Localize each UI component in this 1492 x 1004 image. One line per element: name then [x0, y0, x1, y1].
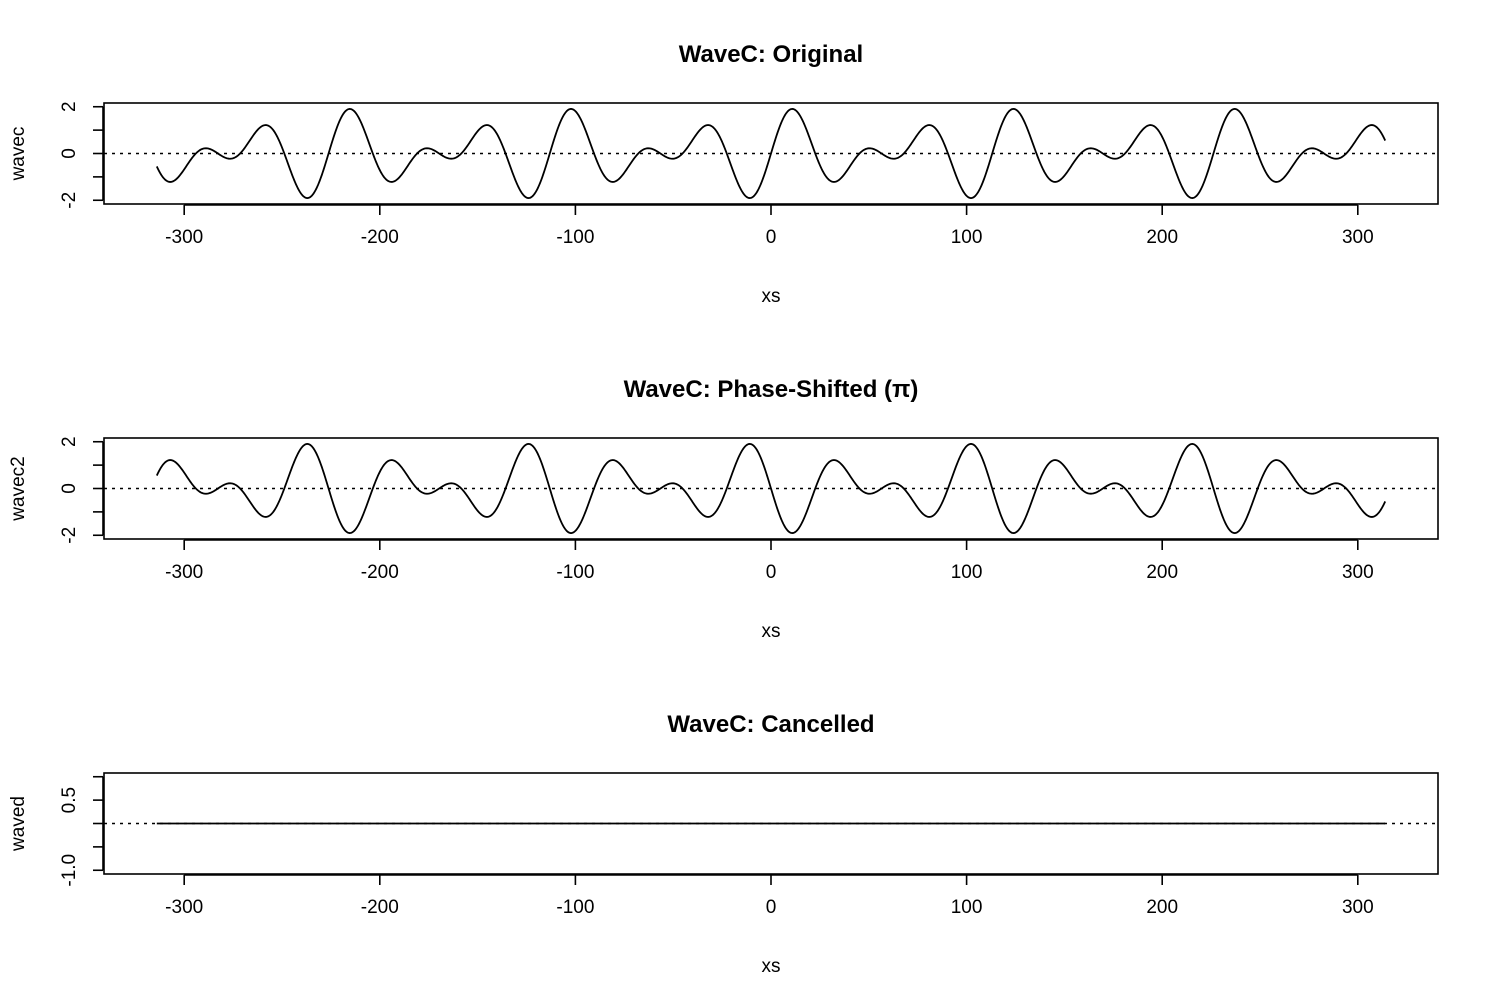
x-tick-label: -100: [556, 562, 594, 583]
y-tick-label: 0: [59, 483, 80, 494]
y-tick-label: 2: [59, 436, 80, 447]
chart-panel-3: WaveC: Cancelled -300 -200 -100 0 100 200 300 -1…: [8, 711, 1439, 977]
y-tick-label: 2: [59, 101, 80, 112]
x-tick-label: -100: [556, 897, 594, 918]
y-tick-label: 0: [59, 148, 80, 159]
y-axis-label: waved: [8, 796, 29, 852]
x-tick-label: 100: [951, 227, 983, 248]
series-line: [155, 108, 1387, 199]
y-tick-label: -2: [59, 192, 80, 209]
x-tick-label: 200: [1146, 897, 1178, 918]
x-tick-label: 300: [1342, 227, 1374, 248]
x-tick-label: 0: [766, 897, 777, 918]
x-tick-label: 0: [766, 562, 777, 583]
x-tick-label: 0: [766, 227, 777, 248]
x-tick-label: 100: [951, 562, 983, 583]
chart-title: WaveC: Original: [679, 41, 863, 68]
x-tick-label: -100: [556, 227, 594, 248]
x-tick-label: -200: [361, 227, 399, 248]
x-tick-label: -200: [361, 897, 399, 918]
x-tick-label: 100: [951, 897, 983, 918]
x-axis-label: xs: [762, 286, 781, 307]
y-tick-label: -1.0: [59, 854, 80, 887]
chart-panel-2: WaveC: Phase-Shifted (π) -300 -200 -100 0 100…: [8, 376, 1439, 642]
x-tick-label: -300: [165, 562, 203, 583]
x-tick-label: -300: [165, 897, 203, 918]
y-axis-label: wavec2: [8, 456, 29, 521]
x-tick-label: 200: [1146, 227, 1178, 248]
y-tick-label: -2: [59, 527, 80, 544]
chart-panel-1: WaveC: Original -300 -200 -100 0 100 200 300 -2 0…: [8, 41, 1439, 307]
series-line: [155, 443, 1387, 534]
chart-title: WaveC: Cancelled: [667, 711, 874, 738]
x-axis-label: xs: [762, 621, 781, 642]
x-tick-label: -200: [361, 562, 399, 583]
y-axis-label: wavec: [8, 127, 29, 182]
x-tick-label: 200: [1146, 562, 1178, 583]
x-tick-label: -300: [165, 227, 203, 248]
x-axis-label: xs: [762, 956, 781, 977]
chart-title: WaveC: Phase-Shifted (π): [624, 376, 919, 403]
x-tick-label: 300: [1342, 562, 1374, 583]
x-tick-label: 300: [1342, 897, 1374, 918]
y-tick-label: 0.5: [59, 787, 80, 813]
